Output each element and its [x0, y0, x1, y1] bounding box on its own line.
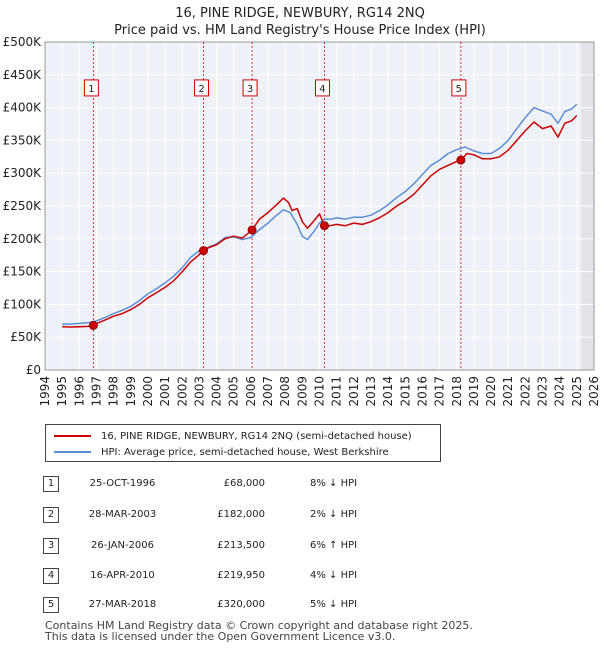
- legend-label-hpi: HPI: Average price, semi-detached house,…: [101, 446, 389, 458]
- sale-marker-label: 1: [88, 84, 94, 95]
- x-tick-label: 1995: [55, 376, 69, 407]
- plot-border: [44, 41, 595, 371]
- x-tick-label: 2016: [415, 376, 429, 407]
- sale-marker-box: [451, 79, 467, 97]
- tx-price: £320,000: [217, 599, 265, 610]
- legend-swatch-property: [54, 435, 91, 437]
- footer-license: This data is licensed under the Open Gov…: [45, 630, 396, 643]
- x-tick-label: 2015: [398, 376, 412, 407]
- chart-subtitle: Price paid vs. HM Land Registry's House …: [114, 23, 486, 38]
- tx-hpi-diff: 5% ↓ HPI: [310, 599, 358, 610]
- hpi-series-line: [62, 103, 578, 325]
- x-tick-label: 2018: [450, 376, 464, 407]
- sale-point: [247, 225, 257, 235]
- x-tick-label: 2014: [381, 376, 395, 407]
- table-row: 3 26-JAN-2006 £213,500 6% ↑ HPI: [0, 538, 600, 558]
- x-tick-label: 2020: [484, 376, 498, 407]
- y-tick-label: £500K: [3, 35, 43, 49]
- x-tick-label: 2006: [244, 376, 258, 407]
- x-tick-label: 2026: [587, 376, 600, 407]
- x-tick-label: 2001: [158, 376, 172, 407]
- x-tick-label: 2012: [347, 376, 361, 407]
- legend: 16, PINE RIDGE, NEWBURY, RG14 2NQ (semi-…: [45, 424, 441, 462]
- legend-item-hpi: HPI: Average price, semi-detached house,…: [54, 445, 389, 459]
- y-tick-label: £450K: [3, 68, 43, 82]
- footer-copyright: Contains HM Land Registry data © Crown c…: [45, 619, 473, 632]
- x-tick-label: 2023: [536, 376, 550, 407]
- legend-item-property: 16, PINE RIDGE, NEWBURY, RG14 2NQ (semi-…: [54, 429, 412, 443]
- price-chart: £0 £50K £100K £150K £200K £250K £300K £350K £400…: [3, 35, 600, 407]
- table-row: 1 25-OCT-1996 £68,000 8% ↓ HPI: [0, 476, 600, 496]
- sale-marker-label: 4: [319, 84, 325, 95]
- tx-hpi-diff: 2% ↓ HPI: [310, 509, 358, 520]
- tx-number: 3: [43, 538, 59, 554]
- x-tick-label: 2013: [364, 376, 378, 407]
- x-tick-label: 2005: [227, 376, 241, 407]
- legend-label-property: 16, PINE RIDGE, NEWBURY, RG14 2NQ (semi-…: [101, 430, 412, 442]
- x-tick-label: 2011: [330, 376, 344, 407]
- y-tick-label: £200K: [3, 232, 43, 246]
- x-tick-label: 1997: [89, 376, 103, 407]
- tx-number: 1: [43, 476, 59, 492]
- x-tick-label: 2004: [210, 376, 224, 407]
- sale-point: [199, 246, 209, 256]
- y-tick-label: £300K: [3, 166, 43, 180]
- x-tick-label: 2019: [467, 376, 481, 407]
- y-tick-label: £50K: [10, 330, 42, 344]
- tx-date: 27-MAR-2018: [88, 599, 157, 610]
- sale-marker-label: 3: [247, 84, 253, 95]
- tx-hpi-diff: 6% ↑ HPI: [310, 540, 358, 551]
- x-tick-label: 2000: [141, 376, 155, 407]
- y-tick-label: £0: [26, 363, 41, 377]
- tx-price: £182,000: [217, 509, 265, 520]
- table-row: 2 28-MAR-2003 £182,000 2% ↓ HPI: [0, 507, 600, 527]
- x-tick-label: 2025: [570, 376, 584, 407]
- chart-title: 16, PINE RIDGE, NEWBURY, RG14 2NQ: [175, 6, 425, 21]
- x-tick-label: 2022: [518, 376, 532, 407]
- sale-marker-box: [194, 79, 210, 97]
- table-row: 5 27-MAR-2018 £320,000 5% ↓ HPI: [0, 597, 600, 617]
- tx-price: £68,000: [223, 478, 265, 489]
- sale-point: [456, 155, 466, 165]
- table-row: 4 16-APR-2010 £219,950 4% ↓ HPI: [0, 568, 600, 588]
- property-series-line: [62, 114, 578, 328]
- tx-date: 25-OCT-1996: [89, 478, 156, 489]
- x-tick-label: 1996: [72, 376, 86, 407]
- sale-point: [88, 320, 98, 330]
- sale-marker-box: [242, 79, 258, 97]
- sale-marker-box: [314, 79, 330, 97]
- tx-number: 2: [43, 507, 59, 523]
- tx-hpi-diff: 8% ↓ HPI: [310, 478, 358, 489]
- x-tick-label: 1994: [38, 376, 52, 407]
- x-tick-label: 2017: [433, 376, 447, 407]
- tx-date: 26-JAN-2006: [90, 540, 155, 551]
- tx-hpi-diff: 4% ↓ HPI: [310, 570, 358, 581]
- x-tick-label: 2009: [295, 376, 309, 407]
- y-tick-label: £100K: [3, 297, 43, 311]
- tx-number: 4: [43, 568, 59, 584]
- x-tick-label: 2007: [261, 376, 275, 407]
- sale-marker-box: [83, 79, 99, 97]
- x-tick-label: 2003: [192, 376, 206, 407]
- tx-number: 5: [43, 597, 59, 613]
- y-tick-label: £350K: [3, 133, 43, 147]
- x-tick-label: 2021: [501, 376, 515, 407]
- legend-swatch-hpi: [54, 451, 91, 453]
- x-tick-label: 2002: [175, 376, 189, 407]
- y-tick-label: £250K: [3, 199, 43, 213]
- y-tick-label: £400K: [3, 101, 43, 115]
- sale-marker-label: 2: [198, 84, 204, 95]
- x-tick-label: 2024: [553, 376, 567, 407]
- x-tick-label: 1999: [124, 376, 138, 407]
- tx-date: 28-MAR-2003: [88, 509, 157, 520]
- tx-price: £213,500: [217, 540, 265, 551]
- x-tick-label: 1998: [107, 376, 121, 407]
- sale-marker-label: 5: [456, 84, 462, 95]
- tx-price: £219,950: [217, 570, 265, 581]
- sale-point: [319, 221, 329, 231]
- tx-date: 16-APR-2010: [90, 570, 155, 581]
- y-tick-label: £150K: [3, 265, 43, 279]
- x-tick-label: 2010: [313, 376, 327, 407]
- x-tick-label: 2008: [278, 376, 292, 407]
